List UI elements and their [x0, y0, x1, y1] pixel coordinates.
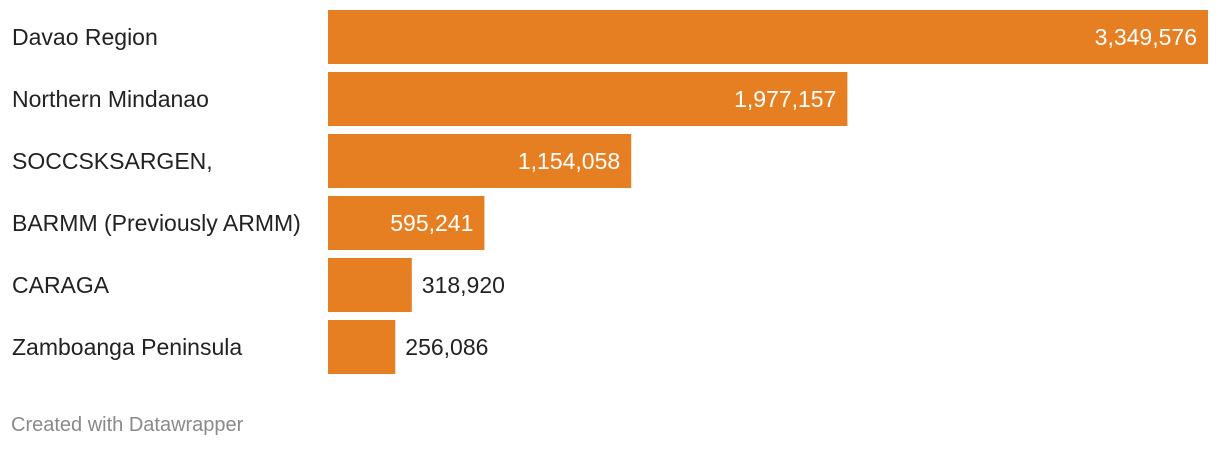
category-label: SOCCSKSARGEN, [12, 148, 213, 174]
value-label: 318,920 [422, 272, 505, 298]
category-label: Davao Region [12, 24, 158, 50]
value-label: 595,241 [390, 210, 473, 236]
bar [328, 258, 412, 312]
bar-chart: Davao Region 3,349,576 Northern Mindanao 1,… [12, 10, 1208, 374]
category-label: Northern Mindanao [12, 86, 209, 112]
bar [328, 196, 485, 250]
bar [328, 10, 1208, 64]
value-label: 3,349,576 [1095, 24, 1197, 50]
category-label: BARMM (Previously ARMM) [12, 210, 301, 236]
value-label: 1,977,157 [734, 86, 836, 112]
category-label: CARAGA [12, 272, 110, 298]
footer-credit: Created with Datawrapper [11, 414, 244, 436]
bar [328, 134, 632, 188]
value-label: 1,154,058 [518, 148, 620, 174]
value-label: 256,086 [405, 334, 488, 360]
bar [328, 320, 396, 374]
bar [328, 72, 848, 126]
category-label: Zamboanga Peninsula [12, 334, 242, 360]
